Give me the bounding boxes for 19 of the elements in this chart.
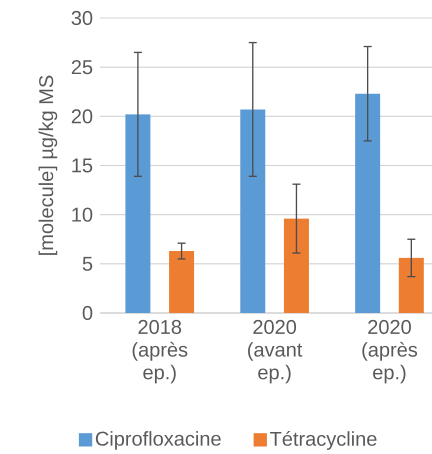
y-tick-label: 25 (72, 60, 92, 74)
bar (284, 218, 309, 313)
y-tick-label: 20 (72, 109, 92, 124)
y-tick-label: 5 (82, 256, 92, 271)
bar (240, 109, 266, 313)
x-tick-label: 2020 (après ep.) (362, 320, 418, 384)
legend-label: Ciprofloxacine (96, 431, 221, 450)
bar (125, 114, 150, 313)
bar (169, 251, 194, 313)
y-tick-label: 15 (72, 158, 92, 172)
y-tick-label: 10 (72, 208, 92, 222)
x-tick-label: 2018 (après ep.) (132, 320, 188, 384)
y-tick-label: 0 (82, 306, 92, 320)
x-tick-label: 2020 (avant ep.) (248, 320, 302, 384)
y-tick-label: 30 (72, 10, 92, 26)
y-axis-title: [molecule] µg/kg MS (38, 76, 58, 255)
bar (398, 258, 424, 313)
bar (355, 94, 380, 313)
legend-label: Tétracycline (270, 430, 376, 450)
